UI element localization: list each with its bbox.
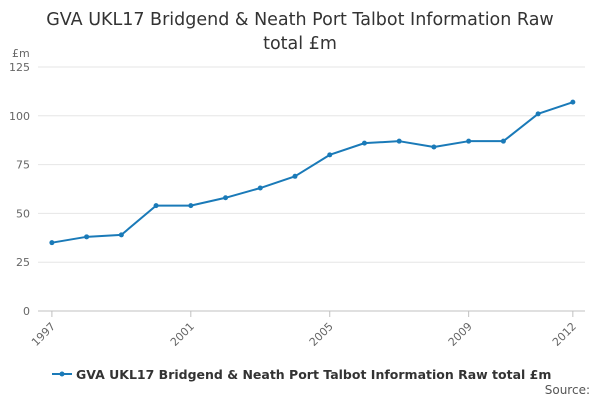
legend-label: GVA UKL17 Bridgend & Neath Port Talbot I… — [76, 366, 552, 382]
data-point — [396, 138, 402, 144]
series-group — [49, 99, 576, 246]
data-point — [500, 138, 506, 144]
data-point — [466, 138, 472, 144]
x-tick-label: 1997 — [29, 320, 58, 349]
data-point — [292, 173, 298, 179]
x-axis-ticks: 1997 2001 2005 2009 2012 — [29, 311, 579, 349]
y-tick-label: 75 — [16, 159, 30, 172]
data-point — [223, 195, 229, 201]
source-label: Source: — [544, 383, 590, 397]
legend[interactable]: GVA UKL17 Bridgend & Neath Port Talbot I… — [52, 365, 551, 383]
y-tick-label: 0 — [23, 305, 30, 318]
y-tick-label: 100 — [9, 110, 30, 123]
gridlines — [38, 66, 585, 263]
x-tick-label: 2001 — [168, 320, 197, 349]
x-tick-label: 2012 — [550, 320, 579, 349]
data-point — [84, 234, 90, 240]
y-axis-label: £m — [12, 47, 30, 60]
y-tick-label: 25 — [16, 256, 30, 269]
x-tick-label: 2005 — [307, 320, 336, 349]
data-point — [361, 140, 367, 146]
data-point — [535, 111, 541, 117]
legend-line-marker — [52, 371, 72, 377]
data-point — [570, 99, 576, 105]
series-line — [51, 101, 574, 244]
y-tick-label: 125 — [9, 61, 30, 74]
y-tick-label: 50 — [16, 207, 30, 220]
data-point — [257, 185, 263, 191]
data-point — [188, 203, 194, 209]
data-point — [431, 144, 437, 150]
data-point — [118, 232, 124, 238]
data-point — [49, 240, 55, 246]
y-axis-ticks: 0 25 50 75 100 125 — [9, 61, 30, 318]
chart-title: GVA UKL17 Bridgend & Neath Port Talbot I… — [46, 10, 554, 54]
data-point — [153, 203, 159, 209]
x-tick-label: 2009 — [446, 320, 475, 349]
data-point — [327, 152, 333, 158]
